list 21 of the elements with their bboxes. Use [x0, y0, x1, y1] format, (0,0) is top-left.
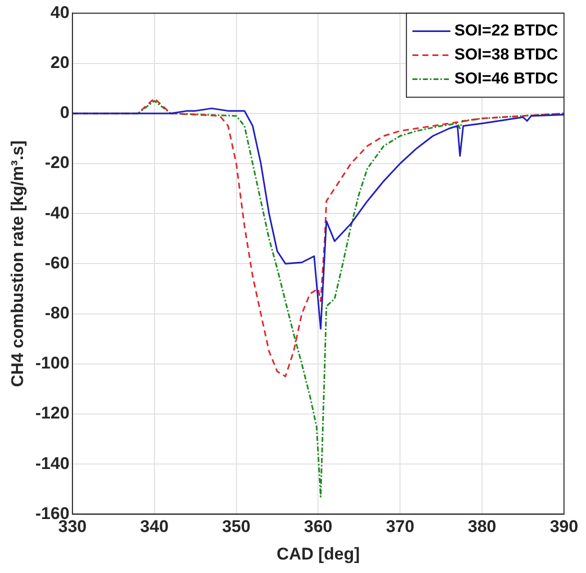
y-tick-label: -100	[35, 354, 70, 373]
y-tick-label: -20	[44, 153, 70, 172]
x-tick-label: 360	[304, 517, 332, 536]
x-tick-label: 390	[550, 517, 578, 536]
legend-label: SOI=46 BTDC	[454, 70, 558, 88]
y-axis-title: CH4 combustion rate [kg/m³.s]	[8, 140, 27, 387]
y-tick-label: 20	[50, 52, 70, 72]
y-tick-label: -80	[44, 303, 70, 322]
y-tick-label: 40	[50, 2, 70, 22]
y-tick-label: -140	[35, 454, 70, 473]
y-tick-label: 0	[60, 103, 70, 122]
y-tick-label: -120	[35, 404, 70, 423]
y-tick-label: -60	[44, 253, 70, 272]
legend-label: SOI=38 BTDC	[454, 46, 558, 64]
x-axis-title: CAD [deg]	[276, 544, 360, 564]
x-tick-label: 370	[386, 517, 414, 536]
x-tick-label: 340	[140, 517, 169, 536]
x-tick-label: 350	[222, 517, 250, 536]
y-tick-label: -40	[44, 203, 70, 222]
legend-label: SOI=22 BTDC	[454, 22, 558, 40]
x-tick-label: 380	[468, 517, 496, 536]
